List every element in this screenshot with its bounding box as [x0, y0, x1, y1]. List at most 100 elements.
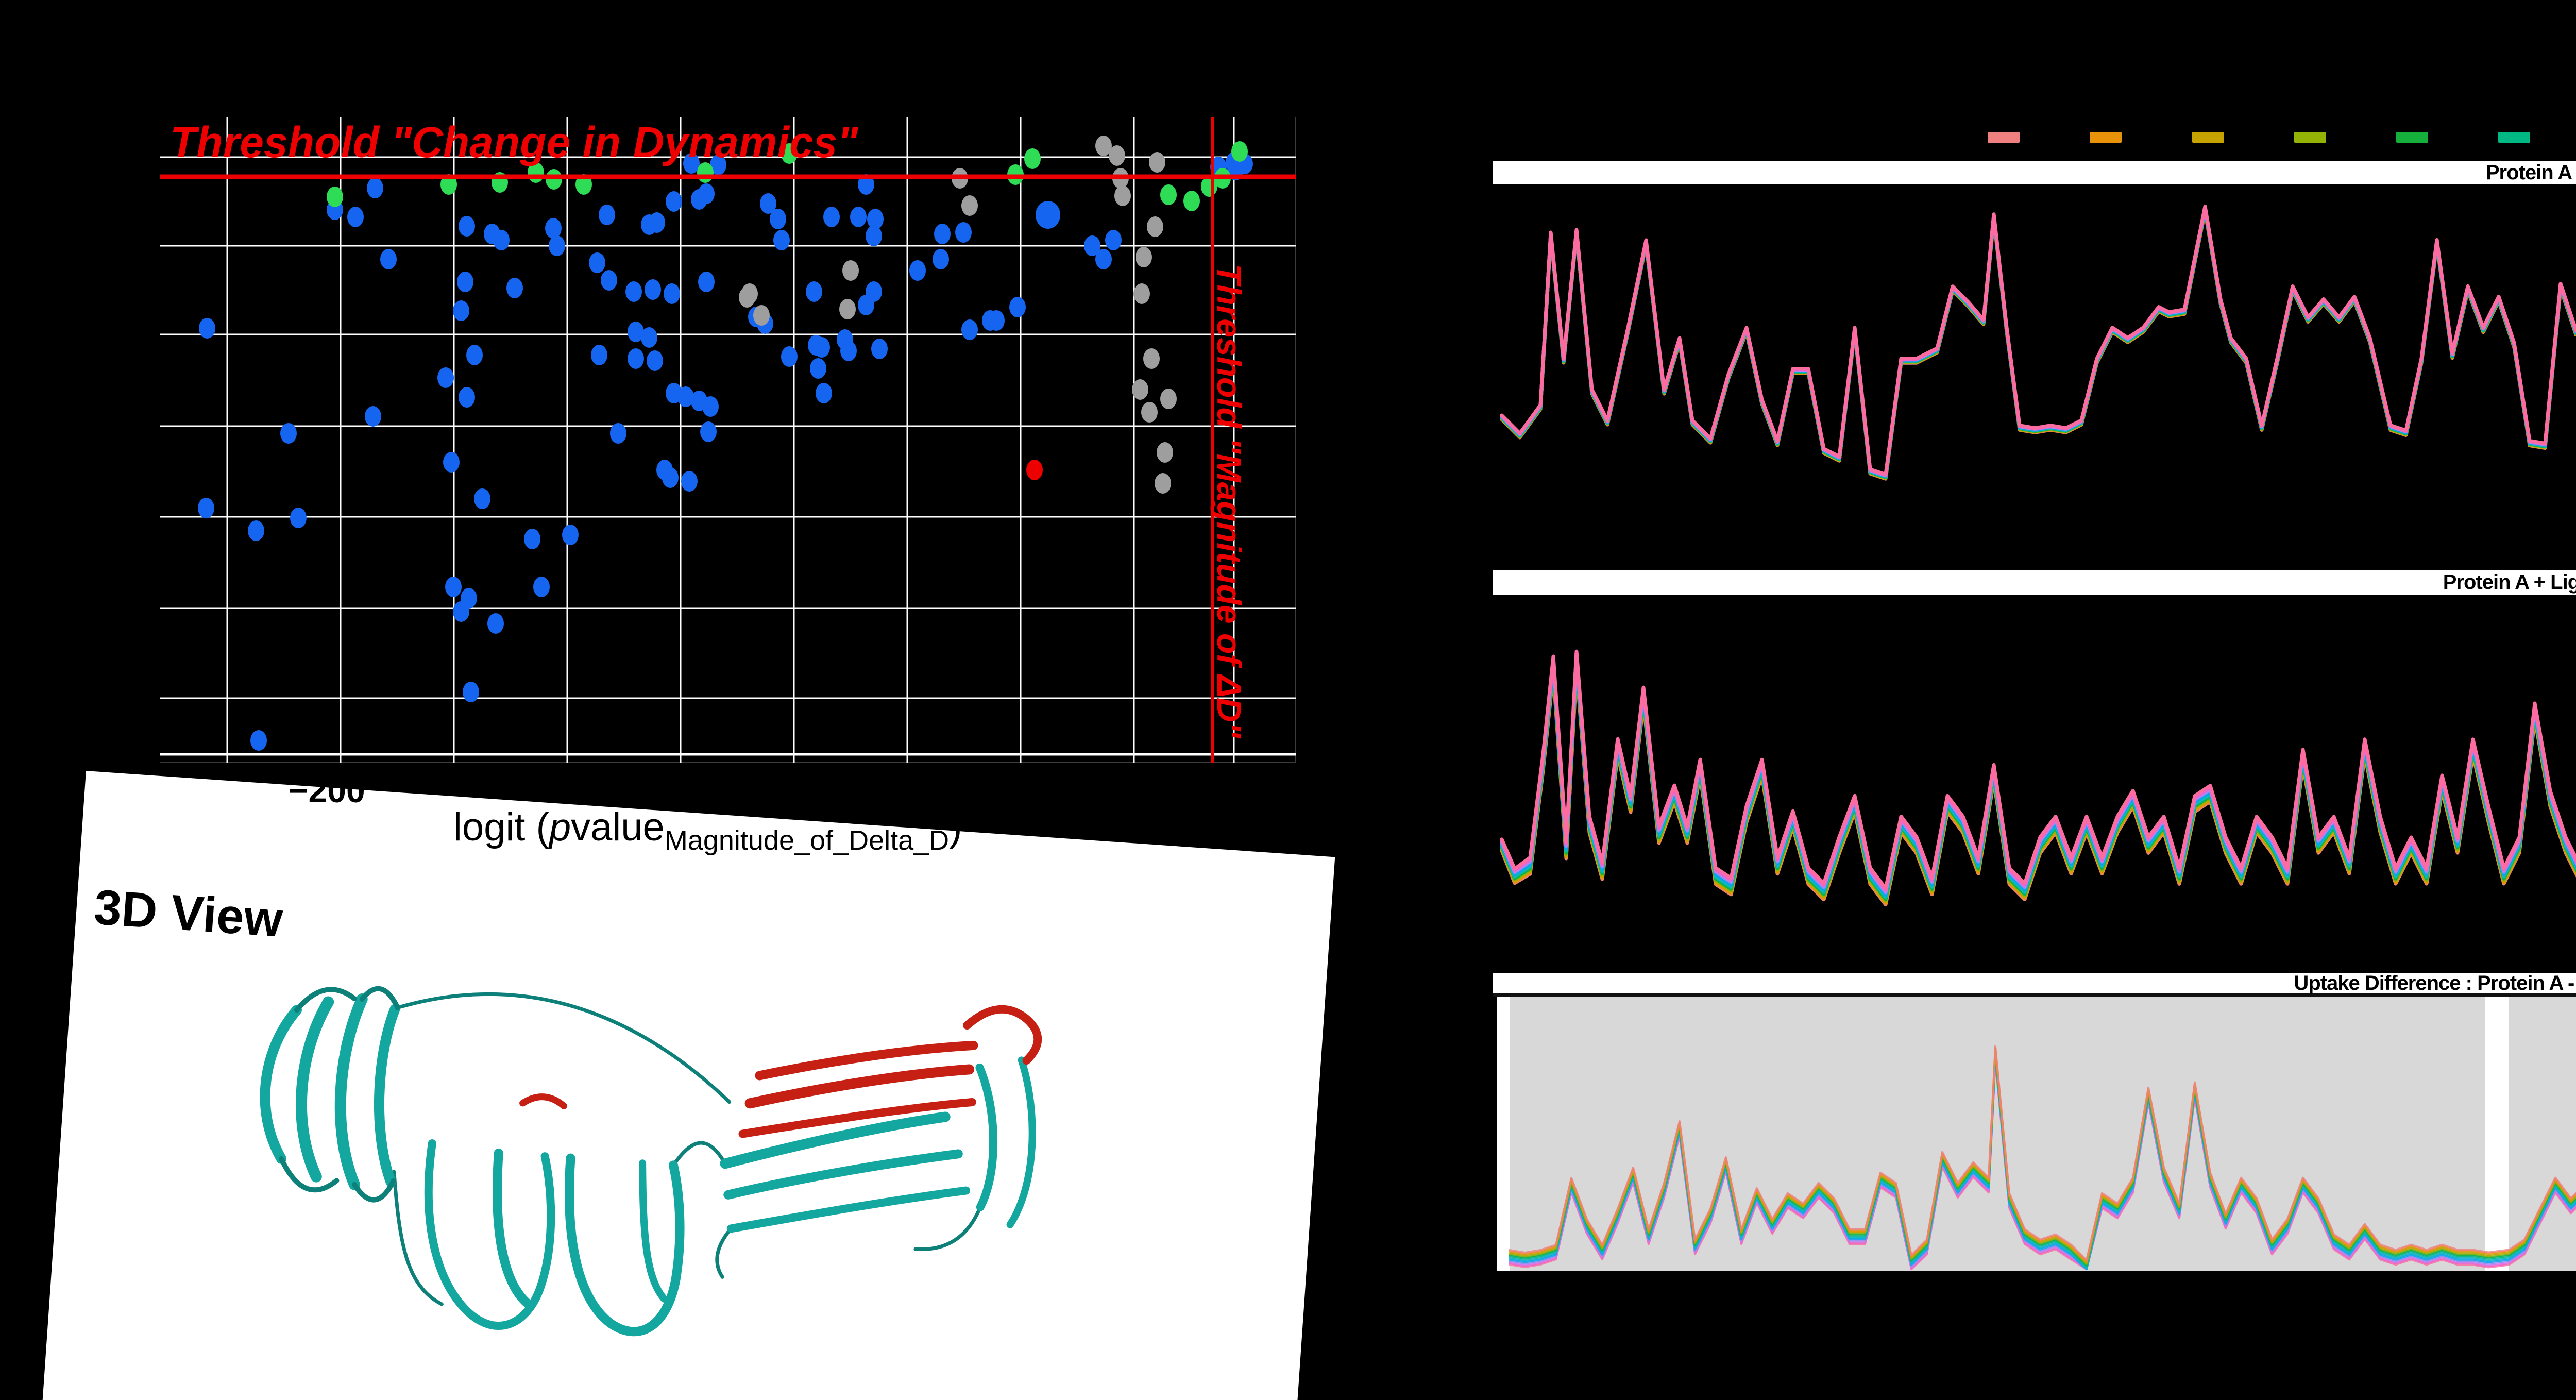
volcano-dot[interactable]	[1105, 230, 1122, 250]
volcano-dot[interactable]	[367, 178, 383, 198]
volcano-dot[interactable]	[1149, 152, 1165, 173]
legend-swatch-timepoint-1[interactable]	[1988, 132, 2020, 143]
volcano-dot[interactable]	[628, 348, 644, 369]
volcano-dot[interactable]	[506, 278, 523, 298]
volcano-dot[interactable]	[760, 193, 776, 214]
legend-swatch-timepoint-6[interactable]	[2498, 132, 2530, 143]
volcano-dot[interactable]	[955, 222, 972, 243]
volcano-dot[interactable]	[1143, 348, 1160, 369]
volcano-dot[interactable]	[463, 682, 479, 702]
volcano-dot[interactable]	[1136, 247, 1152, 267]
volcano-dot[interactable]	[710, 155, 726, 175]
volcano-dot[interactable]	[524, 529, 540, 549]
volcano-dot[interactable]	[823, 207, 840, 227]
volcano-dot[interactable]	[649, 212, 665, 233]
volcano-dot[interactable]	[487, 613, 504, 634]
volcano-dot[interactable]	[666, 191, 682, 212]
volcano-dot[interactable]	[839, 299, 856, 319]
3d-view-panel[interactable]: 3D View	[32, 771, 1335, 1400]
volcano-dot[interactable]	[988, 310, 1005, 331]
legend-swatch-timepoint-3[interactable]	[2192, 132, 2224, 143]
protein-ribbon-viewport[interactable]	[191, 912, 1130, 1400]
volcano-dot[interactable]	[440, 174, 457, 195]
volcano-dot[interactable]	[1009, 297, 1026, 317]
volcano-dot[interactable]	[562, 525, 579, 545]
volcano-dot[interactable]	[842, 260, 859, 281]
volcano-dot[interactable]	[961, 319, 978, 340]
volcano-dot[interactable]	[459, 387, 475, 408]
volcano-dot[interactable]	[545, 218, 562, 239]
volcano-dot[interactable]	[1231, 141, 1248, 162]
volcano-dot[interactable]	[443, 452, 460, 473]
volcano-dot[interactable]	[858, 295, 874, 315]
uptake-chart-protein-a-ligand[interactable]	[1497, 595, 2576, 953]
volcano-dot[interactable]	[681, 471, 698, 492]
volcano-dot[interactable]	[1157, 442, 1173, 463]
volcano-dot[interactable]	[1132, 379, 1148, 400]
volcano-dot[interactable]	[781, 143, 798, 164]
volcano-dot[interactable]	[816, 383, 832, 403]
volcano-dot[interactable]	[546, 169, 562, 190]
volcano-dot[interactable]	[466, 345, 483, 365]
volcano-dot[interactable]	[589, 252, 605, 273]
volcano-dot[interactable]	[781, 346, 798, 367]
volcano-dot[interactable]	[1133, 283, 1150, 304]
volcano-dot[interactable]	[453, 300, 469, 321]
volcano-dot[interactable]	[645, 279, 661, 300]
volcano-dot[interactable]	[1141, 402, 1158, 423]
volcano-dot[interactable]	[683, 153, 700, 174]
volcano-dot[interactable]	[1036, 201, 1060, 229]
volcano-dot[interactable]	[647, 350, 663, 371]
volcano-dot[interactable]	[773, 230, 790, 250]
volcano-dot[interactable]	[493, 230, 510, 250]
volcano-dot[interactable]	[840, 341, 857, 361]
volcano-dot[interactable]	[1026, 460, 1043, 480]
volcano-dot[interactable]	[1109, 145, 1125, 166]
volcano-dot[interactable]	[199, 318, 215, 339]
volcano-dot[interactable]	[1084, 235, 1100, 256]
volcano-dot[interactable]	[625, 281, 642, 302]
volcano-dot[interactable]	[365, 406, 381, 427]
volcano-dot[interactable]	[601, 270, 617, 291]
volcano-dot[interactable]	[806, 281, 822, 302]
legend-swatch-timepoint-2[interactable]	[2090, 132, 2122, 143]
volcano-dot[interactable]	[437, 367, 454, 388]
volcano-dot[interactable]	[198, 498, 214, 518]
volcano-dot[interactable]	[700, 421, 717, 442]
legend-swatch-timepoint-5[interactable]	[2396, 132, 2428, 143]
volcano-dot[interactable]	[1095, 136, 1112, 156]
volcano-dot[interactable]	[380, 249, 397, 269]
volcano-dot[interactable]	[1024, 148, 1041, 169]
volcano-dot[interactable]	[453, 601, 469, 622]
volcano-dot[interactable]	[549, 235, 565, 256]
volcano-dot[interactable]	[770, 209, 786, 229]
volcano-dot[interactable]	[866, 226, 882, 246]
volcano-dot[interactable]	[698, 183, 715, 204]
volcano-dot[interactable]	[677, 386, 694, 407]
volcano-dot[interactable]	[934, 224, 951, 244]
volcano-dot[interactable]	[1095, 249, 1112, 269]
volcano-dot[interactable]	[1160, 184, 1177, 205]
volcano-dot[interactable]	[327, 187, 343, 207]
volcano-dot[interactable]	[662, 467, 679, 488]
uptake-chart-protein-a[interactable]	[1497, 184, 2576, 537]
volcano-dot[interactable]	[457, 272, 473, 292]
volcano-dot[interactable]	[347, 207, 364, 227]
volcano-dot[interactable]	[664, 283, 680, 304]
volcano-dot[interactable]	[591, 345, 607, 365]
volcano-dot[interactable]	[702, 396, 719, 417]
volcano-dot[interactable]	[459, 216, 475, 237]
volcano-dot[interactable]	[610, 423, 626, 444]
volcano-dot[interactable]	[810, 358, 826, 379]
volcano-dot[interactable]	[628, 322, 644, 342]
legend-swatch-timepoint-4[interactable]	[2294, 132, 2326, 143]
volcano-dot[interactable]	[909, 260, 926, 281]
volcano-dot[interactable]	[867, 209, 884, 229]
volcano-dot[interactable]	[599, 205, 615, 225]
volcano-dot[interactable]	[698, 272, 715, 292]
volcano-dot[interactable]	[290, 508, 307, 528]
volcano-dot[interactable]	[933, 249, 949, 269]
volcano-dot[interactable]	[850, 207, 867, 227]
volcano-dot[interactable]	[871, 339, 888, 359]
volcano-dot[interactable]	[533, 577, 550, 597]
